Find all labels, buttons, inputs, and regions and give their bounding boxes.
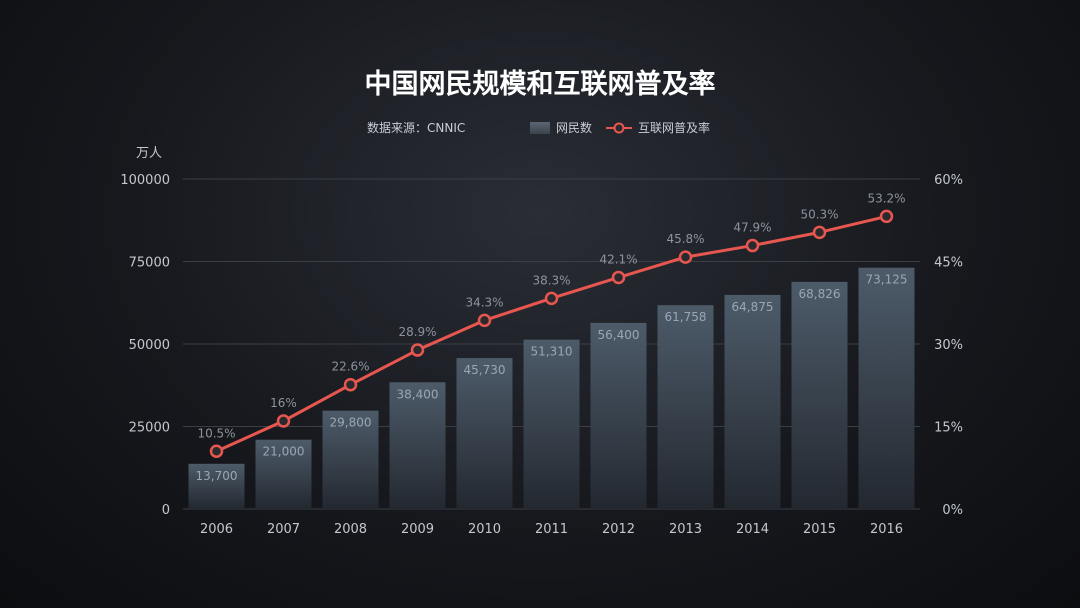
x-tick-label: 2014 bbox=[736, 522, 769, 537]
line-point-label: 47.9% bbox=[733, 221, 771, 235]
x-axis-ticks: 2006 2007 2008 2009 2010 2011 2012 2013 2014 2015… bbox=[200, 522, 903, 537]
x-tick-label: 2008 bbox=[334, 522, 367, 537]
x-tick-label: 2009 bbox=[401, 522, 434, 537]
y-tick-label: 100000 bbox=[120, 173, 170, 188]
bar-value-label: 56,400 bbox=[598, 328, 640, 342]
y-axis-unit: 万人 bbox=[136, 146, 162, 161]
x-tick-label: 2012 bbox=[602, 522, 635, 537]
bar-value-label: 73,125 bbox=[866, 273, 908, 287]
bar-value-label: 64,875 bbox=[732, 300, 774, 314]
y-tick-label: 50000 bbox=[129, 338, 170, 353]
bar-value-label: 29,800 bbox=[330, 416, 372, 430]
source-note: 数据来源：CNNIC bbox=[367, 120, 465, 135]
y2-axis-ticks: 0% 15% 30% 45% 60% bbox=[934, 173, 963, 518]
line-point bbox=[477, 313, 492, 328]
y2-tick-label: 45% bbox=[934, 256, 963, 271]
bar bbox=[456, 358, 513, 509]
bar bbox=[724, 294, 781, 509]
line-point-label: 45.8% bbox=[666, 232, 704, 246]
bar-value-label: 61,758 bbox=[665, 310, 707, 324]
x-tick-label: 2010 bbox=[468, 522, 501, 537]
x-tick-label: 2006 bbox=[200, 522, 233, 537]
line-point-label: 38.3% bbox=[532, 273, 570, 287]
y-tick-label: 0 bbox=[162, 503, 170, 518]
line-point bbox=[410, 343, 425, 357]
legend-line-marker bbox=[613, 122, 625, 134]
bar-value-label: 51,310 bbox=[531, 345, 573, 359]
y-tick-label: 25000 bbox=[129, 421, 170, 436]
x-tick-label: 2015 bbox=[803, 522, 836, 537]
bar bbox=[590, 322, 647, 509]
y2-tick-label: 30% bbox=[934, 338, 963, 353]
bar-labels: 13,700 21,000 29,800 38,400 45,730 51,310 56,4… bbox=[196, 273, 908, 483]
bar-value-label: 38,400 bbox=[397, 387, 439, 401]
line-point-label: 50.3% bbox=[800, 207, 838, 221]
line-point bbox=[209, 444, 224, 458]
bars bbox=[188, 267, 915, 509]
line-point bbox=[678, 250, 693, 264]
bar-value-label: 45,730 bbox=[464, 363, 506, 377]
bar bbox=[255, 439, 312, 509]
bar bbox=[322, 410, 379, 509]
bar-value-label: 13,700 bbox=[196, 469, 238, 483]
legend-bar-label: 网民数 bbox=[556, 120, 592, 135]
line-point-label: 34.3% bbox=[465, 295, 503, 309]
chart-title: 中国网民规模和互联网普及率 bbox=[365, 68, 716, 100]
line-point-label: 10.5% bbox=[197, 426, 235, 440]
line-point bbox=[879, 209, 894, 224]
bar bbox=[188, 463, 245, 509]
bar bbox=[389, 382, 446, 509]
line-point-label: 42.1% bbox=[599, 252, 637, 266]
legend-bar-swatch bbox=[530, 122, 550, 134]
y2-tick-label: 0% bbox=[942, 503, 963, 518]
x-tick-label: 2011 bbox=[535, 522, 568, 537]
bar bbox=[657, 305, 714, 509]
line-point bbox=[611, 270, 626, 285]
line-point bbox=[544, 291, 559, 306]
x-tick-label: 2013 bbox=[669, 522, 702, 537]
line-point-label: 28.9% bbox=[398, 325, 436, 339]
bar bbox=[858, 267, 915, 509]
x-tick-label: 2016 bbox=[870, 522, 903, 537]
line-point bbox=[276, 414, 291, 428]
line-layer: 10.5% 16% 22.6% 28.9% 34.3% 38.3% 42.1% 45.8% 47… bbox=[197, 191, 906, 458]
y2-tick-label: 60% bbox=[934, 173, 963, 188]
legend-line-label: 互联网普及率 bbox=[638, 120, 710, 135]
bar bbox=[523, 339, 580, 509]
line-point bbox=[812, 225, 827, 240]
x-tick-label: 2007 bbox=[267, 522, 300, 537]
legend: 网民数 互联网普及率 bbox=[530, 120, 710, 135]
y2-tick-label: 15% bbox=[934, 421, 963, 436]
line-point bbox=[343, 377, 358, 392]
line-point bbox=[745, 238, 760, 253]
bar bbox=[791, 281, 848, 509]
bar-value-label: 21,000 bbox=[263, 445, 305, 459]
line-point-label: 16% bbox=[270, 396, 297, 410]
bar-value-label: 68,826 bbox=[799, 287, 841, 301]
y-axis-ticks: 0 25000 50000 75000 100000 bbox=[120, 173, 170, 518]
line-point-label: 53.2% bbox=[867, 191, 905, 205]
y-tick-label: 75000 bbox=[129, 256, 170, 271]
line-point-label: 22.6% bbox=[331, 360, 369, 374]
